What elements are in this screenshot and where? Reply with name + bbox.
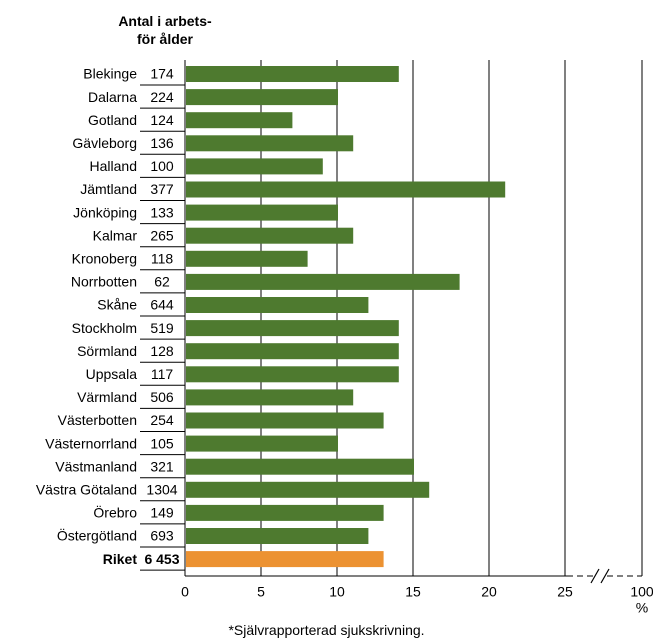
x-tick-label: 100 [630,584,653,600]
category-label: Sörmland [77,343,137,359]
bar [186,227,354,244]
count-label: 128 [150,343,174,359]
bar [186,435,338,452]
x-tick-label: 10 [329,584,345,600]
count-label: 224 [150,89,174,105]
bar [186,504,384,521]
category-label: Värmland [77,389,137,405]
count-label: 644 [150,297,174,313]
bar [186,458,414,475]
bar [186,320,399,337]
bar [186,528,369,544]
bar [186,343,399,360]
count-label: 506 [150,389,174,405]
count-label: 377 [150,181,174,197]
bar [186,112,293,129]
category-label: Östergötland [57,527,137,544]
count-label: 321 [150,458,174,474]
bar [186,181,506,198]
count-label: 519 [150,320,174,336]
footnote: *Självrapporterad sjukskrivning. [228,622,425,638]
bar [186,412,384,429]
count-label: 62 [154,274,170,290]
bar [186,366,399,383]
count-label: 133 [150,204,174,220]
category-label: Blekinge [83,66,137,82]
category-label: Örebro [93,504,137,521]
count-label: 174 [150,66,174,82]
category-label: Kronoberg [72,251,137,267]
count-label: 124 [150,112,174,128]
category-label: Gävleborg [72,135,137,151]
category-label: Riket [103,551,138,567]
count-header-line-2: för ålder [136,31,193,47]
bar [186,89,338,106]
x-tick-label: 5 [257,584,265,600]
bar [186,389,354,406]
bar [186,481,430,498]
axis-break-mark [600,568,610,584]
bar [186,250,308,267]
category-label: Halland [90,158,137,174]
bar [186,135,354,152]
bar [186,273,460,290]
count-label: 100 [150,158,174,174]
count-label: 149 [150,505,174,521]
count-label: 254 [150,412,174,428]
total-bar [186,551,384,568]
count-label: 265 [150,227,174,243]
bar [186,66,399,82]
bar-chart: Blekinge 174 Dalarna 224 Gotland 124 Gävleborg… [36,60,653,615]
category-label: Norrbotten [71,274,137,290]
count-column-header: Antal i arbets- för ålder [110,12,220,48]
category-label: Västerbotten [58,412,137,428]
count-label: 693 [150,528,174,544]
bar [186,297,369,313]
x-tick-label: 0 [181,584,189,600]
category-label: Västra Götaland [36,482,137,498]
category-label: Uppsala [86,366,138,382]
category-label: Jönköping [73,204,137,220]
count-label: 117 [151,366,174,382]
category-label: Västernorrland [45,435,137,451]
count-label: 6 453 [144,551,179,567]
count-label: 136 [150,135,174,151]
bar [186,204,338,221]
category-label: Kalmar [93,227,138,243]
count-header-line-1: Antal i arbets- [118,13,212,29]
x-unit-label: % [636,600,648,615]
x-tick-label: 15 [405,584,421,600]
x-tick-label: 25 [557,584,573,600]
category-label: Stockholm [72,320,137,336]
category-label: Jämtland [80,181,137,197]
count-label: 105 [150,435,174,451]
x-tick-label: 20 [481,584,497,600]
category-label: Gotland [88,112,137,128]
bar [186,158,323,175]
axis-break-gap [593,568,607,584]
category-label: Dalarna [88,89,137,105]
count-label: 118 [151,251,174,267]
category-label: Skåne [97,297,137,313]
count-label: 1304 [146,482,177,498]
category-label: Västmanland [55,458,137,474]
axis-break-mark [590,568,600,584]
